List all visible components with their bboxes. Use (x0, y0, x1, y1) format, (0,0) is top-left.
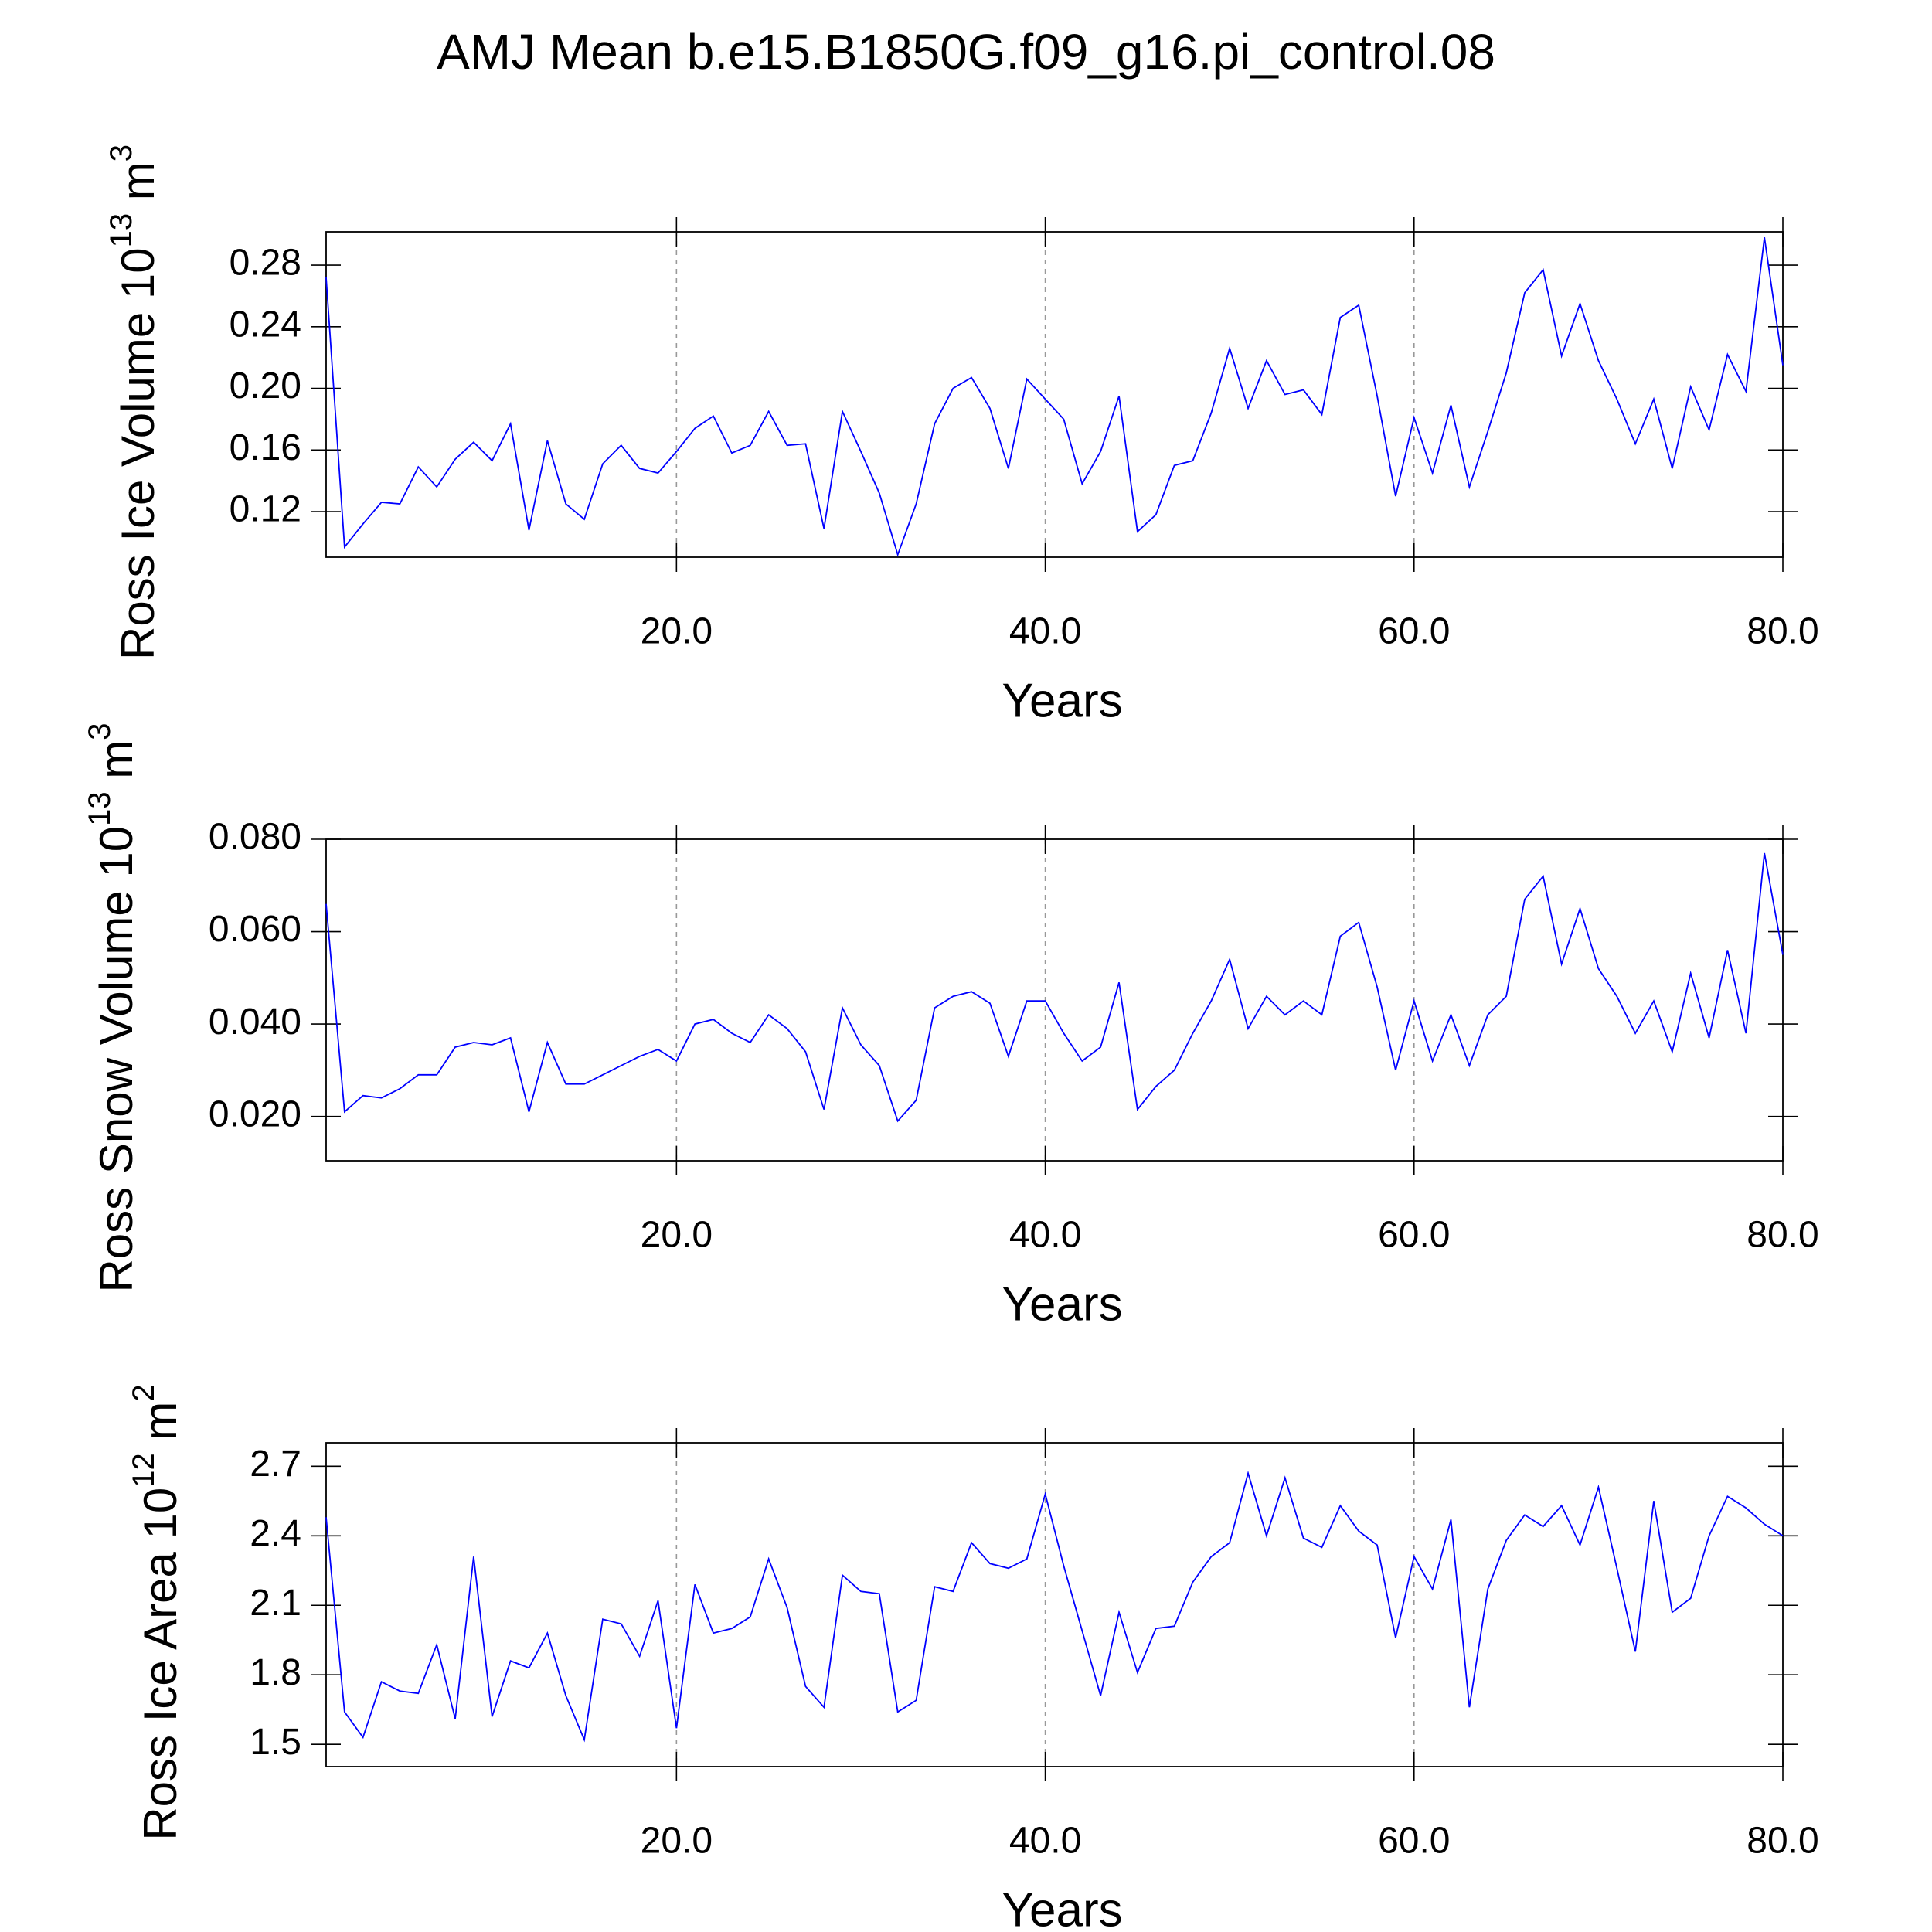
x-tick-label: 60.0 (1378, 1215, 1450, 1256)
data-line (325, 237, 1784, 557)
x-tick-label: 60.0 (1378, 611, 1450, 652)
plot-frame (325, 1442, 1784, 1767)
y-label-unit: m (90, 740, 142, 792)
chart-title: AMJ Mean b.e15.B1850G.f09_g16.pi_control… (437, 24, 1495, 80)
data-line (325, 852, 1784, 1123)
plot-frame (325, 231, 1784, 558)
y-label-unit: m (112, 162, 164, 213)
x-tick-label: 40.0 (1009, 611, 1081, 652)
x-tick-label: 60.0 (1378, 1821, 1450, 1862)
y-tick-label: 1.5 (250, 1722, 301, 1763)
data-line (325, 1470, 1784, 1743)
y-label-unit-exponent: 3 (104, 145, 138, 162)
y-axis-label: Ross Snow Volume 1013 m3 (83, 723, 142, 1292)
y-tick-label: 0.28 (230, 243, 301, 284)
x-tick-label: 80.0 (1747, 611, 1818, 652)
y-label-exponent: 13 (83, 791, 117, 826)
x-tick-label: 40.0 (1009, 1215, 1081, 1256)
y-label-unit-exponent: 3 (83, 723, 117, 740)
y-tick-label: 0.12 (230, 489, 301, 530)
y-tick-label: 1.8 (250, 1652, 301, 1693)
y-axis-label: Ross Ice Volume 1013 m3 (104, 145, 164, 660)
y-tick-label: 2.1 (250, 1583, 301, 1624)
y-tick-label: 0.020 (209, 1094, 301, 1134)
y-tick-label: 2.4 (250, 1513, 301, 1554)
x-axis-label: Years (1002, 674, 1122, 727)
x-axis-label: Years (1002, 1883, 1122, 1932)
x-tick-label: 80.0 (1747, 1821, 1818, 1862)
y-label-exponent: 13 (104, 213, 138, 248)
plot-frame (325, 838, 1784, 1162)
y-tick-label: 0.080 (209, 817, 301, 858)
y-label-unit: m (134, 1402, 186, 1454)
x-tick-label: 40.0 (1009, 1821, 1081, 1862)
x-tick-label: 80.0 (1747, 1215, 1818, 1256)
y-tick-label: 0.040 (209, 1002, 301, 1043)
y-label-exponent: 12 (127, 1453, 161, 1488)
y-label-unit-exponent: 2 (127, 1384, 161, 1401)
y-tick-label: 2.7 (250, 1444, 301, 1485)
x-tick-label: 20.0 (641, 611, 713, 652)
y-tick-label: 0.16 (230, 427, 301, 468)
y-tick-label: 0.20 (230, 366, 301, 406)
y-axis-label: Ross Ice Area 1012 m2 (127, 1384, 186, 1840)
y-tick-label: 0.060 (209, 909, 301, 950)
x-tick-label: 20.0 (641, 1215, 713, 1256)
y-label-text: Ross Snow Volume 10 (90, 826, 142, 1293)
x-tick-label: 20.0 (641, 1821, 713, 1862)
y-label-text: Ross Ice Area 10 (134, 1488, 186, 1841)
y-tick-label: 0.24 (230, 304, 301, 345)
x-axis-label: Years (1002, 1277, 1122, 1331)
y-label-text: Ross Ice Volume 10 (112, 247, 164, 660)
